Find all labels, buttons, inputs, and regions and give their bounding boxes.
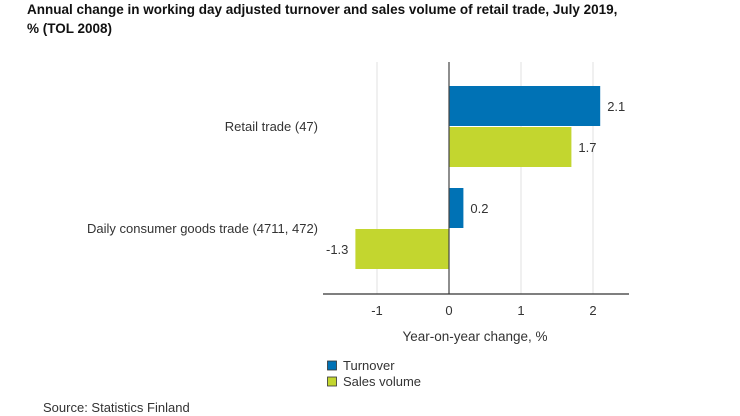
chart-title-line-2: % (TOL 2008) [27,21,113,36]
x-tick-label: 1 [517,303,524,318]
legend-label: Sales volume [343,374,421,389]
chart-title: Annual change in working day adjusted tu… [27,0,727,38]
category-label: Retail trade (47) [225,119,318,134]
bar-turnover [449,188,464,228]
data-label: 0.2 [470,201,488,216]
x-axis-label: Year-on-year change, % [402,329,547,344]
x-tick-label: 2 [589,303,596,318]
bar-turnover [449,86,601,126]
legend-swatch [327,360,337,371]
x-tick-label: 0 [445,303,452,318]
x-tick-label: -1 [371,303,383,318]
legend-swatch [327,376,337,387]
chart-title-line-1: Annual change in working day adjusted tu… [27,2,618,17]
data-label: 1.7 [578,140,596,155]
data-label: 2.1 [607,99,625,114]
legend-label: Turnover [343,358,395,373]
source-note: Source: Statistics Finland [43,400,190,415]
data-label: -1.3 [326,242,348,257]
bar-sales-volume [355,229,449,269]
category-label: Daily consumer goods trade (4711, 472) [87,221,318,236]
bar-sales-volume [449,127,572,167]
